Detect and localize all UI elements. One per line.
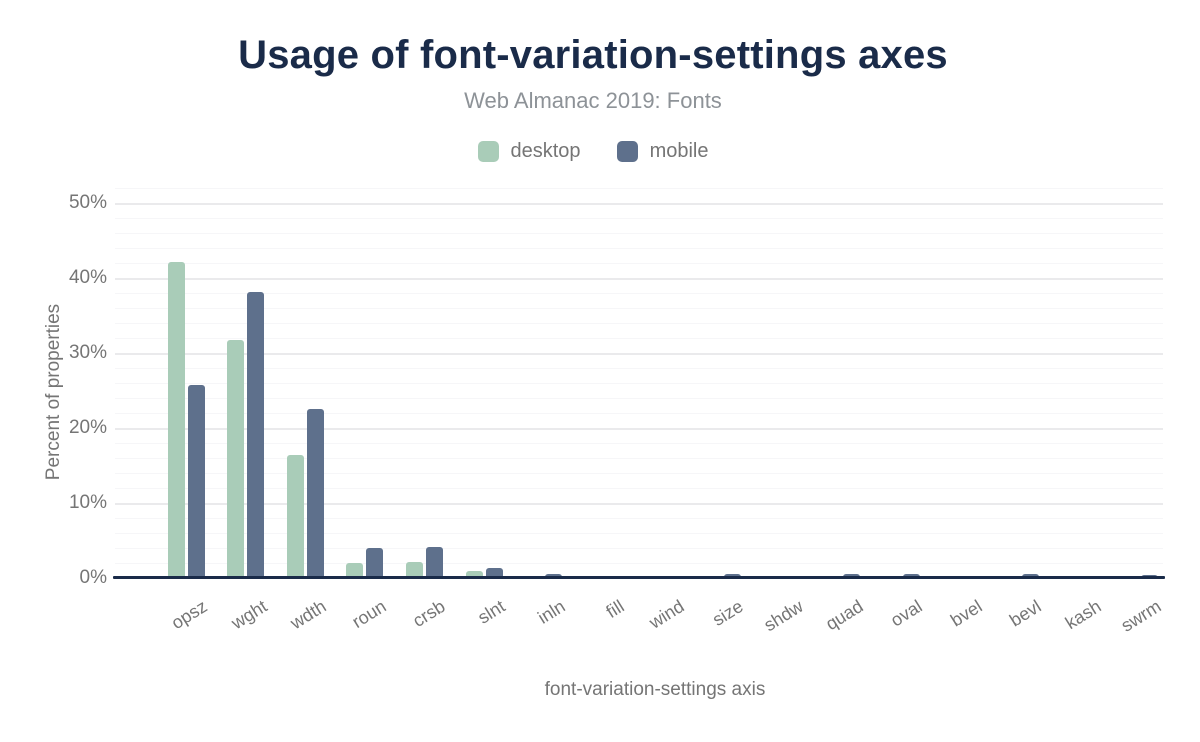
gridline-minor — [115, 563, 1163, 564]
bar-desktop-roun[interactable] — [346, 563, 364, 578]
x-tick-label-shdw: shdw — [760, 596, 807, 636]
gridline-major — [115, 428, 1163, 430]
x-tick-label-bevl: bevl — [1006, 596, 1046, 631]
gridline-minor — [115, 458, 1163, 459]
gridline-minor — [115, 473, 1163, 474]
bar-mobile-opsz[interactable] — [187, 385, 205, 578]
bar-mobile-size[interactable] — [723, 573, 741, 578]
y-tick-label: 10% — [68, 492, 107, 513]
gridline-major — [115, 353, 1163, 355]
gridline-minor — [115, 398, 1163, 399]
bar-mobile-oval[interactable] — [902, 573, 920, 578]
gridline-major — [115, 503, 1163, 505]
y-tick-label: 0% — [79, 567, 107, 588]
legend-label-mobile: mobile — [649, 140, 709, 162]
gridline-minor — [115, 263, 1163, 264]
gridline-minor — [115, 413, 1163, 414]
bar-desktop-wdth[interactable] — [286, 455, 304, 578]
gridline-minor — [115, 308, 1163, 309]
gridline-minor — [115, 218, 1163, 219]
x-axis-title: font-variation-settings axis — [544, 679, 766, 700]
gridline-minor — [115, 293, 1163, 294]
x-tick-label-crsb: crsb — [409, 596, 450, 631]
x-tick-label-swrm: swrm — [1117, 596, 1165, 636]
bar-desktop-slnt[interactable] — [465, 571, 483, 578]
bar-mobile-crsb[interactable] — [425, 547, 443, 578]
bar-mobile-quad[interactable] — [843, 573, 861, 578]
bar-mobile-wght[interactable] — [247, 291, 265, 578]
gridline-minor — [115, 338, 1163, 339]
bar-mobile-slnt[interactable] — [485, 568, 503, 578]
legend-item-desktop[interactable]: desktop — [477, 140, 581, 163]
gridline-major — [115, 203, 1163, 205]
x-tick-label-opsz: opsz — [167, 596, 211, 634]
x-tick-label-bvel: bvel — [946, 596, 986, 631]
desktop-swatch-icon — [477, 141, 499, 162]
gridline-major — [115, 278, 1163, 280]
legend-item-mobile[interactable]: mobile — [616, 140, 709, 163]
y-tick-label: 50% — [68, 192, 107, 213]
y-tick-label: 40% — [68, 267, 107, 288]
plot-area — [115, 188, 1163, 578]
legend: desktop mobile — [0, 140, 1186, 163]
gridline-minor — [115, 383, 1163, 384]
x-tick-label-size: size — [709, 596, 748, 630]
x-axis-line — [113, 576, 1165, 579]
x-tick-label-wdth: wdth — [286, 596, 330, 634]
gridline-minor — [115, 548, 1163, 549]
chart-title: Usage of font-variation-settings axes — [238, 33, 948, 77]
x-tick-label-wind: wind — [645, 596, 688, 633]
gridline-minor — [115, 368, 1163, 369]
gridline-minor — [115, 323, 1163, 324]
y-tick-label: 30% — [68, 342, 107, 363]
gridline-minor — [115, 443, 1163, 444]
y-tick-label: 20% — [68, 417, 107, 438]
chart-subtitle: Web Almanac 2019: Fonts — [464, 88, 722, 113]
gridline-minor — [115, 188, 1163, 189]
x-tick-label-slnt: slnt — [474, 596, 509, 628]
bar-desktop-opsz[interactable] — [167, 261, 185, 578]
bar-mobile-roun[interactable] — [366, 548, 384, 578]
gridline-minor — [115, 518, 1163, 519]
mobile-swatch-icon — [616, 141, 638, 162]
gridline-minor — [115, 248, 1163, 249]
gridline-minor — [115, 488, 1163, 489]
y-axis-title: Percent of properties — [43, 303, 64, 481]
x-tick-label-oval: oval — [887, 596, 926, 631]
bar-mobile-wdth[interactable] — [306, 408, 324, 578]
bar-desktop-wght[interactable] — [227, 339, 245, 578]
x-tick-label-quad: quad — [821, 596, 867, 635]
x-tick-label-kash: kash — [1061, 596, 1105, 634]
x-tick-label-roun: roun — [348, 596, 390, 633]
x-tick-label-fill: fill — [602, 596, 628, 622]
gridline-minor — [115, 533, 1163, 534]
legend-label-desktop: desktop — [510, 140, 581, 162]
gridline-minor — [115, 233, 1163, 234]
bar-desktop-crsb[interactable] — [405, 561, 423, 578]
x-tick-label-wght: wght — [227, 596, 271, 634]
x-tick-label-inln: inln — [533, 596, 569, 628]
bar-mobile-bevl[interactable] — [1021, 573, 1039, 578]
